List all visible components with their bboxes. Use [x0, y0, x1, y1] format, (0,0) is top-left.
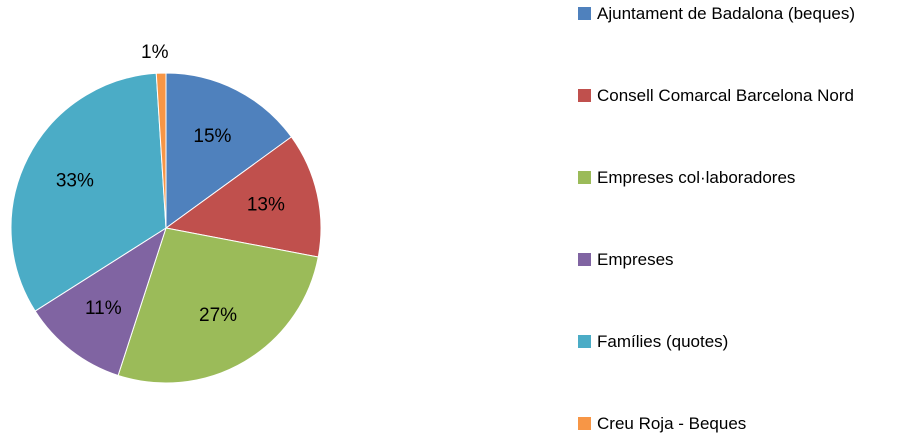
data-label: 27%: [199, 305, 237, 326]
pie-slice: [117, 227, 319, 384]
pie-slice: [10, 72, 167, 312]
legend-item: Ajuntament de Badalona (beques): [578, 2, 896, 25]
pie-slice: [155, 72, 167, 229]
data-label: 1%: [141, 42, 169, 63]
data-label: 15%: [193, 126, 231, 147]
legend-swatch: [578, 89, 591, 102]
legend-label: Empreses: [597, 250, 674, 269]
pie-slice: [164, 136, 322, 258]
legend-swatch: [578, 253, 591, 266]
legend-item: Famílies (quotes): [578, 330, 896, 353]
legend-label: Creu Roja - Beques: [597, 414, 747, 433]
legend-swatch: [578, 417, 591, 430]
legend-item: Consell Comarcal Barcelona Nord: [578, 84, 896, 107]
legend-item: Empreses: [578, 248, 896, 271]
legend-swatch: [578, 335, 591, 348]
pie-slice: [34, 226, 167, 377]
legend-label: Consell Comarcal Barcelona Nord: [597, 86, 855, 105]
pie-area: 15% 13% 27% 11% 33% 1%: [10, 42, 322, 384]
legend-swatch: [578, 171, 591, 184]
data-label: 11%: [85, 298, 122, 319]
legend-label: Famílies (quotes): [597, 332, 729, 351]
legend-item: Empreses col·laboradores: [578, 166, 896, 189]
legend-label: Ajuntament de Badalona (beques): [597, 4, 856, 23]
data-label: 33%: [56, 171, 94, 192]
legend-item: Creu Roja - Beques: [578, 412, 896, 434]
legend-label: Empreses col·laboradores: [597, 168, 796, 187]
legend-swatch: [578, 7, 591, 20]
pie-slice: [165, 72, 293, 229]
data-label: 13%: [247, 195, 285, 216]
